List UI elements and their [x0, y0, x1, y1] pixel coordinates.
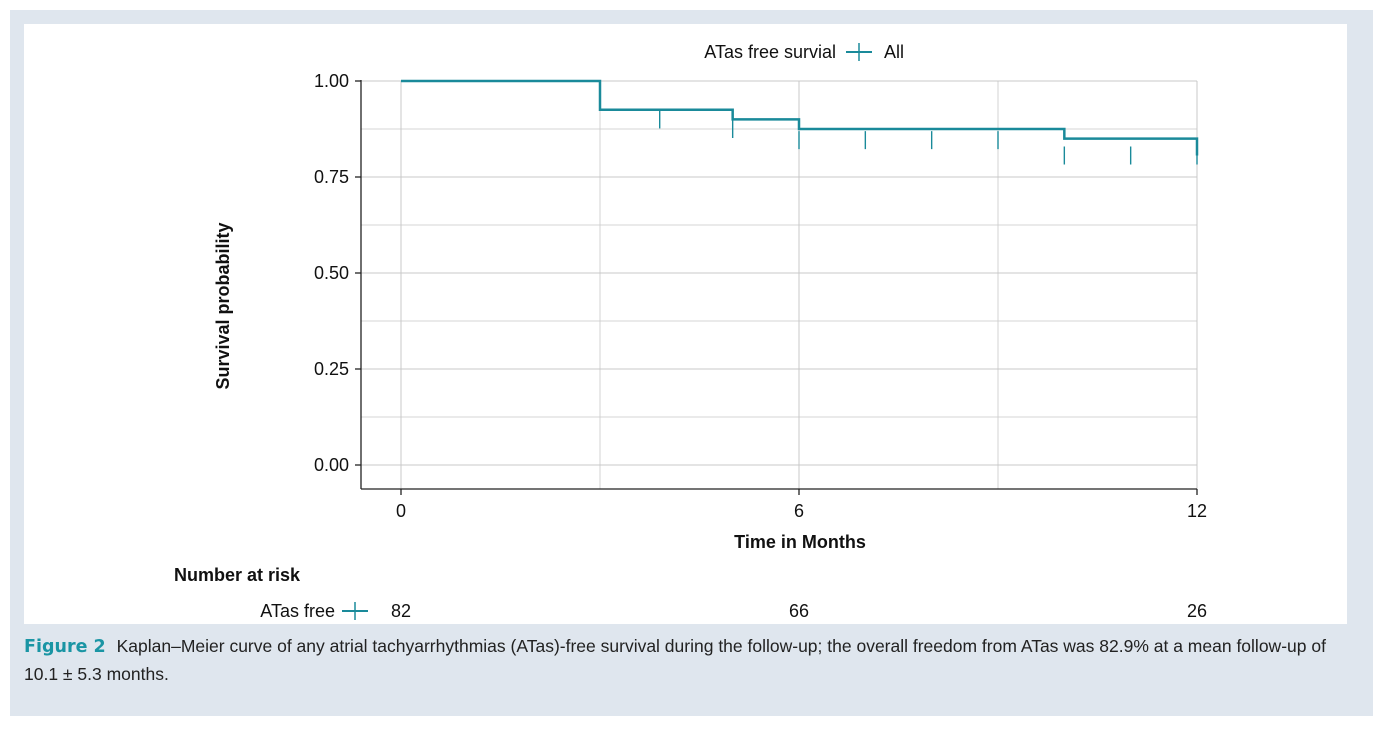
survival-curve [401, 79, 1199, 156]
chart-panel: ATas free survial All 0.00 0.25 0.50 0.75 1.… [24, 24, 1347, 624]
figure-caption: Figure 2 Kaplan–Meier curve of any atria… [24, 633, 1349, 688]
x-axis-label: Time in Months [734, 532, 866, 552]
caption-text: Kaplan–Meier curve of any atrial tachyar… [24, 636, 1326, 684]
y-tick-label: 0.00 [314, 455, 349, 475]
risk-count: 26 [1187, 601, 1207, 621]
y-tick-labels: 0.00 0.25 0.50 0.75 1.00 [314, 71, 361, 475]
legend-key [846, 43, 872, 61]
risk-counts: 82 66 26 [391, 601, 1207, 621]
risk-count: 66 [789, 601, 809, 621]
risk-strata-key [342, 602, 368, 620]
risk-strata-label-line1: ATas free [260, 601, 335, 621]
y-axis-label: Survival probability [213, 222, 233, 389]
legend-entry-all: All [884, 42, 904, 62]
y-tick-label: 0.25 [314, 359, 349, 379]
y-tick-label: 0.50 [314, 263, 349, 283]
x-tick-label: 6 [794, 501, 804, 521]
x-tick-label: 0 [396, 501, 406, 521]
axes [360, 80, 1197, 490]
y-tick-label: 1.00 [314, 71, 349, 91]
risk-table-title: Number at risk [174, 565, 301, 585]
risk-count: 82 [391, 601, 411, 621]
caption-label: Figure 2 [24, 637, 106, 657]
y-tick-label: 0.75 [314, 167, 349, 187]
x-tick-labels: 0 6 12 [396, 489, 1207, 521]
censor-marks [659, 110, 1198, 165]
grid [361, 80, 1198, 489]
legend-title: ATas free survial [704, 42, 836, 62]
x-tick-label: 12 [1187, 501, 1207, 521]
km-chart: ATas free survial All 0.00 0.25 0.50 0.75 1.… [174, 42, 1207, 621]
